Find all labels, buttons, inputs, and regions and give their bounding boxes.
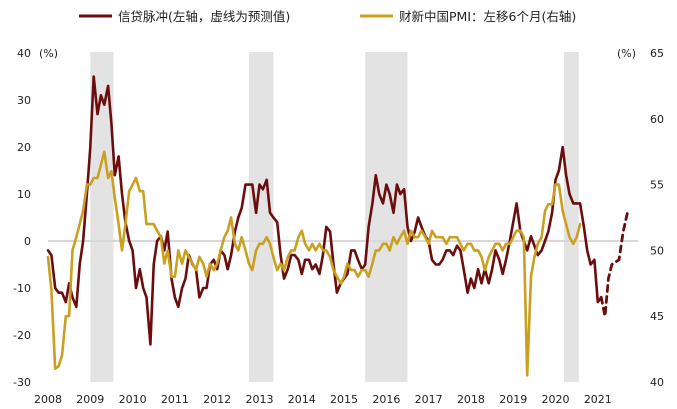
shaded-period-3 [365,52,408,382]
left-axis-tick-label: -30 [13,376,31,389]
legend: 信贷脉冲(左轴，虚线为预测值) 财新中国PMI：左移6个月(右轴) [79,9,576,24]
credit-impulse-line [46,75,603,346]
credit-impulse-forecast-line [599,211,629,318]
axis-labels: -30 -20 -10 0 10 20 30 40 (%) 40 45 50 55 60 65 (%) 2008… [13,47,664,406]
left-axis-tick-label: 30 [17,94,31,107]
shaded-period-1 [90,52,114,382]
right-axis-tick-label: 60 [650,113,664,126]
x-axis-tick-label: 2017 [415,393,443,406]
right-axis-tick-label: 65 [650,47,664,60]
series-layer [46,75,629,377]
shaded-periods [90,52,579,382]
right-axis-unit: (%) [617,47,636,60]
shaded-period-2 [248,52,274,382]
x-axis-tick-label: 2019 [499,393,527,406]
left-axis-tick-label: -10 [13,282,31,295]
left-axis-unit: (%) [39,47,58,60]
x-axis-tick-label: 2010 [119,393,147,406]
left-axis-tick-label: -20 [13,329,31,342]
left-axis-tick-label: 0 [24,235,31,248]
x-axis-tick-label: 2008 [34,393,62,406]
right-axis-tick-label: 50 [650,244,664,257]
x-axis-tick-label: 2018 [457,393,485,406]
left-axis-tick-label: 20 [17,141,31,154]
legend-label-1: 信贷脉冲(左轴，虚线为预测值) [118,9,290,24]
x-axis-tick-label: 2016 [372,393,400,406]
right-axis-tick-label: 45 [650,310,664,323]
shaded-period-4 [563,52,579,382]
x-axis-tick-label: 2014 [288,393,316,406]
x-axis-tick-label: 2011 [161,393,189,406]
pmi-line [46,150,582,377]
legend-label-2: 财新中国PMI：左移6个月(右轴) [399,9,576,24]
x-axis-tick-label: 2013 [245,393,273,406]
left-axis-tick-label: 10 [17,188,31,201]
x-axis-tick-label: 2012 [203,393,231,406]
left-axis-tick-label: 40 [17,47,31,60]
x-axis-tick-label: 2020 [542,393,570,406]
x-axis-tick-label: 2021 [584,393,612,406]
x-axis-tick-label: 2009 [76,393,104,406]
x-axis-tick-label: 2015 [330,393,358,406]
right-axis-tick-label: 55 [650,179,664,192]
right-axis-tick-label: 40 [650,376,664,389]
